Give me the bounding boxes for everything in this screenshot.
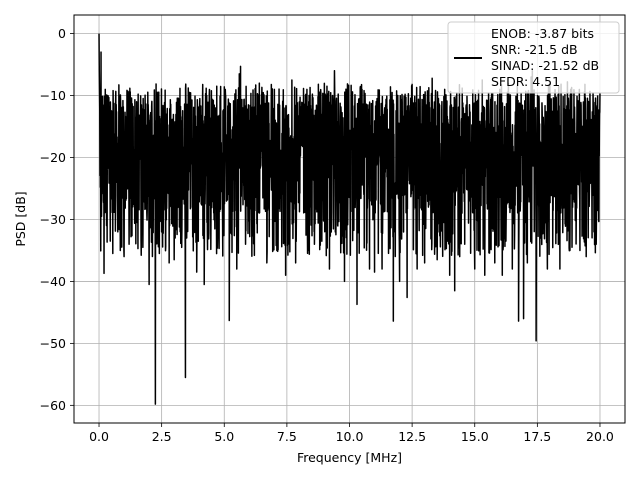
x-axis-ticks: 0.0 2.5 5.0 7.5 10.0 12.5 15.0 17.5 20.0 bbox=[89, 423, 614, 444]
y-tick-label: −20 bbox=[40, 150, 66, 165]
y-tick-label: −10 bbox=[40, 88, 66, 103]
x-tick-label: 10.0 bbox=[336, 429, 364, 444]
legend-line-sfdr: SFDR: 4.51 bbox=[491, 74, 560, 89]
x-tick-label: 17.5 bbox=[523, 429, 551, 444]
x-tick-label: 20.0 bbox=[586, 429, 614, 444]
psd-trace bbox=[98, 33, 601, 405]
x-tick-label: 12.5 bbox=[398, 429, 426, 444]
psd-series bbox=[98, 33, 601, 405]
y-axis-ticks: 0 −10 −20 −30 −40 −50 −60 bbox=[40, 26, 74, 413]
y-tick-label: −50 bbox=[40, 336, 66, 351]
legend-box bbox=[447, 21, 620, 94]
x-tick-label: 7.5 bbox=[277, 429, 297, 444]
y-tick-label: −30 bbox=[40, 212, 66, 227]
y-tick-label: 0 bbox=[58, 26, 66, 41]
legend: ENOB: -3.87 bits SNR: -21.5 dB SINAD: -2… bbox=[447, 21, 620, 94]
y-axis-label: PSD [dB] bbox=[13, 191, 28, 246]
x-axis-label: Frequency [MHz] bbox=[297, 450, 402, 465]
y-tick-label: −40 bbox=[40, 274, 66, 289]
legend-line-snr: SNR: -21.5 dB bbox=[491, 42, 578, 57]
x-tick-label: 15.0 bbox=[461, 429, 489, 444]
x-tick-label: 2.5 bbox=[152, 429, 172, 444]
plot-area bbox=[98, 33, 601, 405]
x-tick-label: 0.0 bbox=[89, 429, 109, 444]
y-tick-label: −60 bbox=[40, 398, 66, 413]
legend-line-sinad: SINAD: -21.52 dB bbox=[491, 58, 599, 73]
legend-line-enob: ENOB: -3.87 bits bbox=[491, 26, 594, 41]
x-tick-label: 5.0 bbox=[214, 429, 234, 444]
